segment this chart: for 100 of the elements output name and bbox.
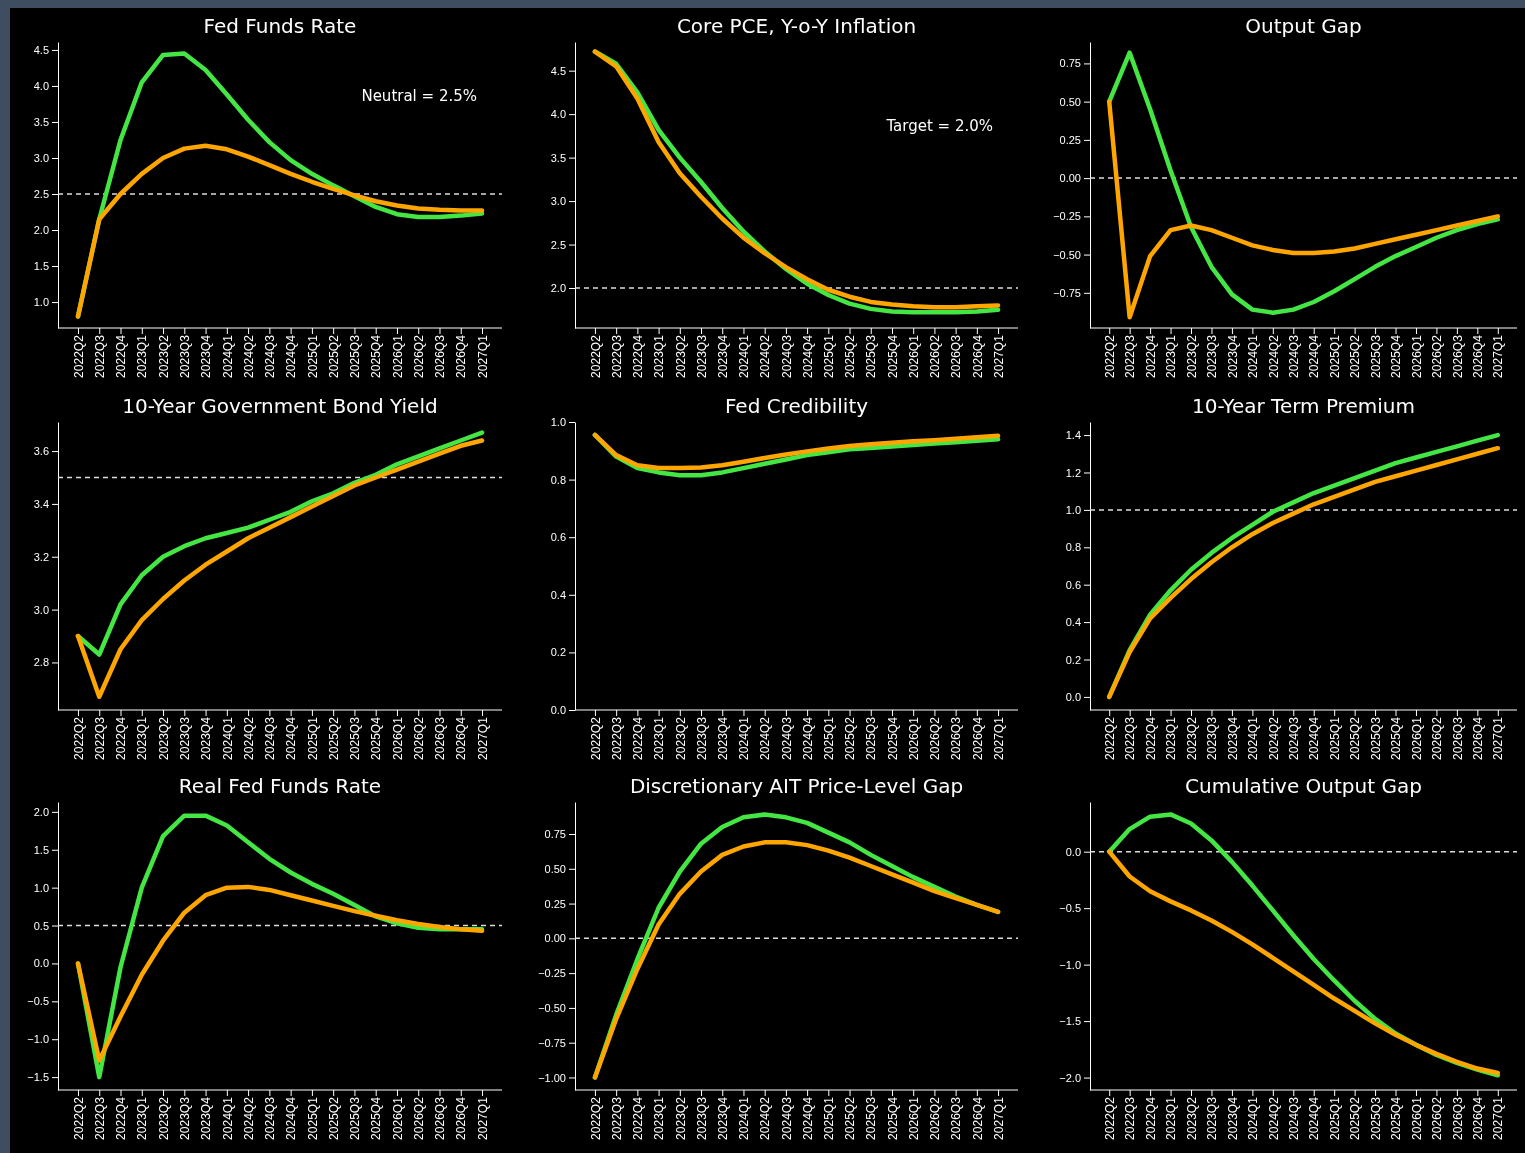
y-tick-label: 0.0 <box>1065 845 1081 858</box>
x-tick-label: 2026Q4 <box>454 716 469 760</box>
x-tick-label: 2022Q3 <box>609 1096 624 1140</box>
x-tick-label: 2025Q1 <box>305 716 320 760</box>
y-tick-label: −0.50 <box>538 1001 566 1014</box>
x-tick-label: 2023Q2 <box>1184 334 1199 378</box>
x-tick-label: 2026Q2 <box>411 1096 426 1140</box>
x-tick-label: 2024Q3 <box>779 716 794 760</box>
x-tick-label: 2024Q2 <box>758 1096 773 1140</box>
x-tick-label: 2025Q4 <box>885 1096 900 1140</box>
line-series <box>75 143 485 319</box>
x-tick-label: 2024Q3 <box>263 716 278 760</box>
x-tick-label: 2023Q4 <box>715 716 730 760</box>
x-tick-label: 2026Q4 <box>1471 716 1486 760</box>
y-tick-label: 0.75 <box>544 828 566 841</box>
x-tick-label: 2025Q1 <box>1327 1096 1342 1140</box>
x-tick-label: 2025Q4 <box>1389 334 1404 378</box>
x-tick-label: 2022Q4 <box>631 716 646 760</box>
chart-title: Fed Funds Rate <box>203 14 357 38</box>
x-tick-label: 2025Q3 <box>864 716 879 760</box>
y-tick-label: 3.5 <box>550 151 566 164</box>
x-tick-label: 2025Q4 <box>369 716 384 760</box>
x-tick-label: 2024Q1 <box>1246 334 1261 378</box>
y-tick-label: 0.25 <box>1059 133 1081 146</box>
x-tick-label: 2026Q3 <box>1450 334 1465 378</box>
x-tick-label: 2024Q3 <box>263 1096 278 1140</box>
x-tick-label: 2024Q2 <box>241 716 256 760</box>
x-tick-label: 2027Q1 <box>475 1096 490 1140</box>
x-tick-label: 2026Q2 <box>411 716 426 760</box>
x-tick-label: 2026Q1 <box>390 1096 405 1140</box>
x-tick-label: 2022Q3 <box>92 716 107 760</box>
x-tick-label: 2022Q4 <box>114 334 129 378</box>
x-tick-label: 2024Q3 <box>779 1096 794 1140</box>
line-series <box>1106 99 1501 320</box>
x-tick-label: 2024Q3 <box>779 334 794 378</box>
x-tick-label: 2025Q4 <box>1389 1096 1404 1140</box>
x-tick-label: 2026Q1 <box>1409 334 1424 378</box>
x-tick-label: 2024Q2 <box>1266 716 1281 760</box>
x-tick-label: 2024Q4 <box>800 1096 815 1140</box>
chart-title: 10-Year Government Bond Yield <box>122 394 438 418</box>
x-tick-label: 2026Q4 <box>1471 334 1486 378</box>
x-tick-label: 2024Q4 <box>284 1096 299 1140</box>
x-tick-label: 2023Q2 <box>673 716 688 760</box>
x-tick-label: 2022Q2 <box>1102 716 1117 760</box>
y-tick-label: 3.5 <box>33 115 49 128</box>
x-tick-label: 2026Q3 <box>1450 716 1465 760</box>
x-tick-label: 2022Q3 <box>92 334 107 378</box>
y-tick-label: −0.75 <box>1053 286 1081 299</box>
y-tick-label: −1.0 <box>27 1033 49 1046</box>
ref-line-label: Target = 2.0% <box>885 116 993 135</box>
y-tick-label: 3.6 <box>33 445 49 458</box>
x-tick-label: 2024Q1 <box>1246 1096 1261 1140</box>
x-tick-label: 2025Q2 <box>1348 1096 1363 1140</box>
x-tick-label: 2022Q3 <box>609 716 624 760</box>
x-tick-label: 2022Q2 <box>588 1096 603 1140</box>
y-tick-label: −0.25 <box>538 967 566 980</box>
x-tick-label: 2022Q2 <box>1102 334 1117 378</box>
x-tick-label: 2025Q2 <box>326 716 341 760</box>
x-tick-label: 2024Q4 <box>800 716 815 760</box>
x-tick-label: 2023Q3 <box>694 334 709 378</box>
y-tick-label: 0.4 <box>550 588 566 601</box>
x-tick-label: 2024Q4 <box>800 334 815 378</box>
x-tick-label: 2023Q3 <box>178 716 193 760</box>
x-tick-label: 2026Q3 <box>433 334 448 378</box>
y-tick-label: 2.5 <box>33 188 49 201</box>
x-tick-label: 2023Q3 <box>694 716 709 760</box>
x-tick-label: 2023Q1 <box>652 716 667 760</box>
x-tick-label: 2024Q1 <box>737 1096 752 1140</box>
x-tick-label: 2023Q4 <box>715 1096 730 1140</box>
x-tick-label: 2027Q1 <box>991 334 1006 378</box>
x-tick-label: 2024Q4 <box>284 716 299 760</box>
x-tick-label: 2026Q2 <box>411 334 426 378</box>
x-tick-label: 2026Q2 <box>1430 716 1445 760</box>
x-tick-label: 2025Q2 <box>1348 334 1363 378</box>
y-tick-label: −0.5 <box>27 995 49 1008</box>
x-tick-label: 2024Q2 <box>1266 1096 1281 1140</box>
x-tick-label: 2023Q3 <box>1205 1096 1220 1140</box>
y-tick-label: −1.0 <box>1059 958 1081 971</box>
line-series <box>75 438 485 700</box>
x-tick-label: 2026Q1 <box>906 334 921 378</box>
x-tick-label: 2025Q3 <box>864 334 879 378</box>
x-tick-label: 2025Q1 <box>305 1096 320 1140</box>
x-tick-label: 2022Q2 <box>1102 1096 1117 1140</box>
y-tick-label: 0.4 <box>1065 616 1081 629</box>
x-tick-label: 2025Q4 <box>369 1096 384 1140</box>
y-tick-label: 4.0 <box>33 79 49 92</box>
chart-title: Real Fed Funds Rate <box>178 774 382 798</box>
x-tick-label: 2025Q1 <box>305 334 320 378</box>
y-tick-label: 0.0 <box>550 704 566 717</box>
x-tick-label: 2025Q4 <box>369 334 384 378</box>
x-tick-label: 2025Q3 <box>348 334 363 378</box>
x-tick-label: 2023Q4 <box>1225 334 1240 378</box>
x-tick-label: 2024Q2 <box>241 334 256 378</box>
chart-title: Cumulative Output Gap <box>1185 774 1422 798</box>
x-tick-label: 2026Q2 <box>928 716 943 760</box>
x-tick-label: 2025Q3 <box>1368 716 1383 760</box>
y-tick-label: 0.00 <box>1059 172 1081 185</box>
x-tick-label: 2023Q1 <box>652 334 667 378</box>
y-tick-label: 0.6 <box>550 531 566 544</box>
x-tick-label: 2026Q4 <box>454 1096 469 1140</box>
